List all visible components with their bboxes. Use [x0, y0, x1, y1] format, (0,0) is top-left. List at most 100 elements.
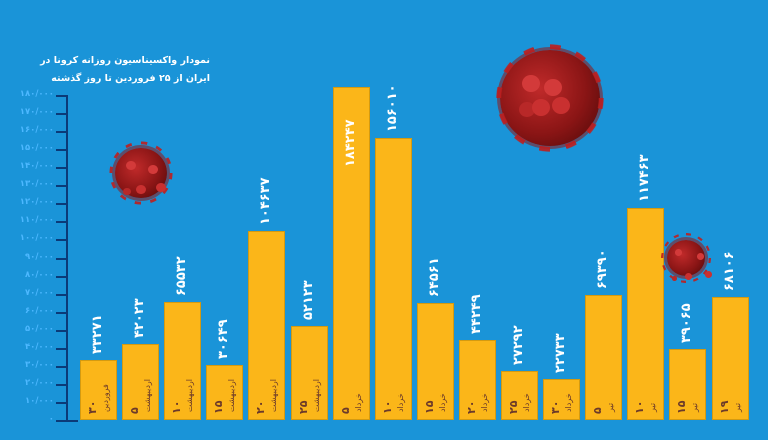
bar	[164, 302, 202, 420]
bar-day-label: ۱۵	[422, 400, 436, 414]
bar-value-label: ۶۴۵۶۱	[426, 257, 442, 297]
bar-month-label: خرداد	[395, 393, 405, 412]
bar-month-label: تیر	[648, 402, 658, 412]
y-axis-tick	[56, 149, 67, 152]
bar-value-label: ۶۹۳۹۰	[595, 249, 611, 289]
y-axis-tick	[56, 365, 67, 368]
bar-value-label: ۴۴۲۴۹	[468, 294, 484, 334]
y-axis-tick-label: ۲۰/۰۰۰	[24, 377, 54, 388]
y-axis-tick	[56, 311, 67, 314]
bar-day-label: ۲۰	[254, 400, 268, 414]
bar-day-label: ۱۰	[380, 400, 394, 414]
bar	[543, 379, 581, 420]
bar-value-label: ۵۲۱۲۳	[300, 280, 316, 320]
bar-month-label: اردیبهشت	[185, 379, 195, 412]
bar-value-label: ۳۹۰۶۵	[679, 303, 695, 343]
y-axis-tick	[56, 293, 67, 296]
bar-day-label: ۳۰	[549, 400, 563, 414]
bar	[206, 365, 244, 420]
y-axis-tick	[56, 401, 67, 404]
bar-value-label: ۶۵۵۳۲	[174, 256, 190, 296]
bar-value-label: ۲۲۷۳۳	[553, 333, 569, 373]
bar-value-label: ۲۷۲۹۲	[511, 325, 526, 365]
bar	[122, 344, 160, 420]
bar	[585, 295, 623, 420]
virus-icon-small-left	[115, 148, 167, 198]
y-axis-tick	[56, 95, 67, 97]
y-axis-tick-label: ۱۰۰/۰۰۰	[19, 233, 54, 244]
bar	[627, 208, 665, 420]
bar-month-label: تیر	[606, 402, 616, 412]
y-axis-tick-label: ۱۸۰/۰۰۰	[19, 89, 54, 99]
bar-value-label: ۱۰۴۶۳۷	[258, 177, 274, 225]
virus-icon-small-right	[667, 240, 705, 276]
y-axis-tick-label: ۵۰/۰۰۰	[24, 323, 54, 334]
bar-value-label: ۱۸۴۲۴۷	[342, 119, 358, 167]
bar-day-label: ۲۵	[507, 400, 520, 414]
y-axis-tick-label: ۶۰/۰۰۰	[24, 305, 54, 316]
bar-day-label: ۱۰	[170, 400, 184, 414]
bar-day-label: ۵	[128, 407, 142, 414]
bar	[501, 371, 538, 420]
y-axis-tick	[56, 113, 67, 116]
bar-day-label: ۳۰	[86, 400, 99, 414]
bar-month-label: فروردین	[101, 384, 110, 412]
bar-month-label: اردیبهشت	[269, 379, 279, 412]
y-axis-tick-label: ۱۱۰/۰۰۰	[19, 215, 54, 226]
bar	[374, 138, 412, 420]
bar-month-label: اردیبهشت	[143, 379, 153, 412]
y-axis-tick	[56, 239, 67, 242]
chart-title-line-1: نمودار واکسیناسیون روزانه کرونا در	[40, 55, 210, 66]
y-axis-tick	[56, 221, 67, 224]
y-axis-tick	[56, 131, 67, 134]
bar-month-label: اردیبهشت	[227, 379, 237, 412]
bar-value-label: ۴۲۰۲۳	[132, 298, 148, 338]
bar-month-label: خرداد	[437, 393, 447, 412]
y-axis-tick	[56, 347, 67, 350]
bar-day-label: ۵	[591, 407, 605, 414]
y-axis-tick-label: ۰	[48, 414, 54, 424]
bar	[290, 326, 328, 420]
y-axis-tick-label: ۸۰/۰۰۰	[24, 269, 54, 280]
bar	[458, 340, 496, 420]
bar-day-label: ۱۵	[675, 400, 689, 414]
bar	[711, 297, 749, 420]
bar-value-label: ۶۸۱۰۶	[721, 251, 737, 291]
bar-month-label: خرداد	[479, 393, 489, 412]
bar-day-label: ۵	[338, 407, 352, 414]
bar-month-label: تیر	[732, 402, 742, 412]
y-axis-tick-label: ۹۰/۰۰۰	[24, 251, 54, 262]
y-axis-tick	[56, 329, 67, 332]
y-axis-tick-label: ۳۰/۰۰۰	[24, 359, 54, 370]
bar-month-label: تیر	[690, 402, 700, 412]
y-axis-tick-label: ۱۶۰/۰۰۰	[19, 125, 54, 136]
chart-title: نمودار واکسیناسیون روزانه کرونا در ایران…	[10, 52, 210, 88]
bar-value-label: ۱۵۶۰۱۰	[384, 84, 400, 132]
y-axis-tick	[56, 275, 67, 278]
virus-icon-large	[500, 50, 600, 146]
bar-month-label: خرداد	[522, 393, 531, 412]
bar-month-label: خرداد	[353, 393, 363, 412]
bar-value-label: ۱۱۷۴۶۳	[637, 154, 653, 202]
bar	[332, 87, 370, 420]
y-axis-tick-label: ۷۰/۰۰۰	[24, 287, 54, 298]
y-axis-tick-label: ۱۳۰/۰۰۰	[19, 179, 54, 190]
y-axis-tick	[56, 203, 67, 206]
chart-title-line-2: ایران از ۲۵ فروردین تا روز گذشته	[51, 73, 210, 84]
bar	[416, 303, 454, 420]
bar	[669, 349, 707, 420]
y-axis-tick-label: ۱۴۰/۰۰۰	[19, 161, 54, 172]
y-axis-baseline-tick	[66, 420, 78, 422]
bar-day-label: ۱۹	[717, 400, 731, 414]
bar	[80, 360, 117, 420]
bar-day-label: ۲۰	[464, 400, 478, 414]
y-axis-tick-label: ۱۵۰/۰۰۰	[19, 143, 54, 154]
y-axis-line	[66, 95, 68, 421]
y-axis-tick-label: ۱۲۰/۰۰۰	[19, 197, 54, 208]
y-axis-tick	[56, 185, 67, 188]
y-axis-tick-label: ۱۰/۰۰۰	[24, 395, 54, 406]
y-axis-tick	[56, 383, 67, 386]
y-axis-tick	[56, 257, 67, 260]
y-axis-tick	[56, 167, 67, 170]
